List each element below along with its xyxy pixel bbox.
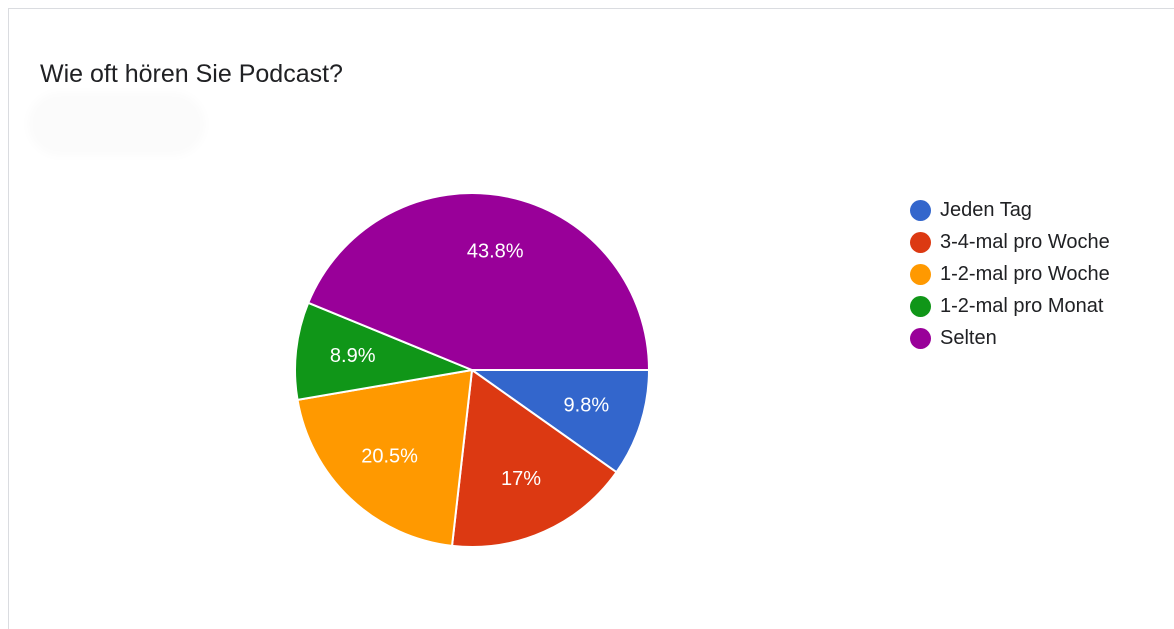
- legend-item[interactable]: 1-2-mal pro Monat: [910, 290, 1110, 322]
- legend-swatch: [910, 231, 931, 253]
- pie-slice[interactable]: [306, 192, 651, 371]
- legend-item[interactable]: Jeden Tag: [910, 194, 1110, 226]
- legend-item[interactable]: 1-2-mal pro Woche: [910, 258, 1110, 290]
- legend-swatch: [910, 327, 931, 349]
- pie-slice[interactable]: [296, 368, 474, 547]
- legend-label: 1-2-mal pro Woche: [940, 262, 1110, 285]
- pie-slice[interactable]: [468, 369, 651, 474]
- legend-item[interactable]: 3-4-mal pro Woche: [910, 226, 1110, 258]
- chart-legend: Jeden Tag 3-4-mal pro Woche 1-2-mal pro …: [910, 194, 1110, 354]
- legend-label: Jeden Tag: [940, 198, 1032, 221]
- slice-label: 20.5%: [361, 445, 418, 467]
- legend-swatch: [910, 263, 931, 285]
- legend-item[interactable]: Selten: [910, 322, 1110, 354]
- legend-label: 1-2-mal pro Monat: [940, 294, 1104, 317]
- slice-label: 8.9%: [330, 345, 376, 367]
- chart-title: Wie oft hören Sie Podcast?: [40, 60, 343, 88]
- slice-label: 9.8%: [564, 395, 610, 417]
- redacted-area: [34, 98, 199, 150]
- slice-label: 17%: [501, 468, 541, 490]
- slice-label: 43.8%: [467, 241, 524, 263]
- pie-chart: 9.8% 17% 20.5% 8.9% 43.8%: [294, 192, 651, 548]
- legend-swatch: [910, 295, 931, 317]
- legend-label: 3-4-mal pro Woche: [940, 230, 1110, 253]
- legend-label: Selten: [940, 326, 997, 349]
- pie-slice[interactable]: [450, 368, 618, 548]
- pie-slice[interactable]: [294, 301, 476, 402]
- legend-swatch: [910, 199, 931, 221]
